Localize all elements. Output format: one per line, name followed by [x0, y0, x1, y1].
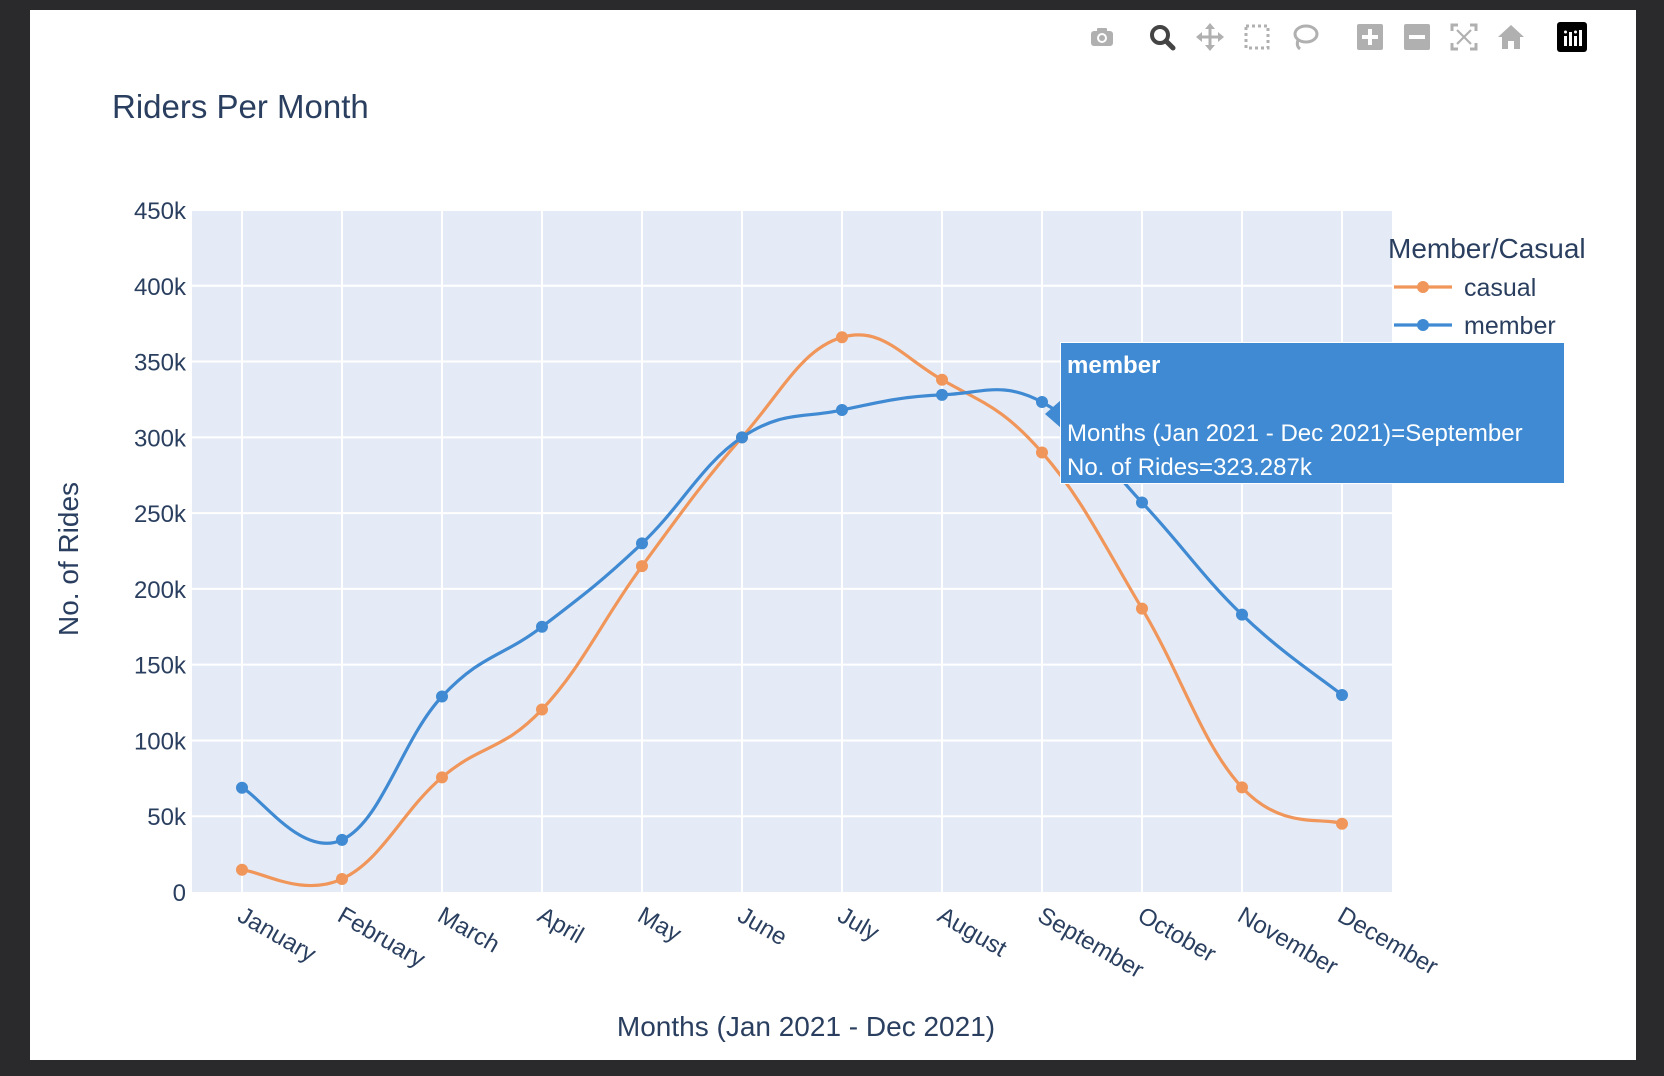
x-tick-label: July: [833, 902, 883, 947]
data-point-casual[interactable]: [636, 560, 648, 573]
tooltip-month: Months (Jan 2021 - Dec 2021)=September: [1067, 420, 1523, 447]
tooltip-box: member Months (Jan 2021 - Dec 2021)=Sept…: [1060, 342, 1565, 484]
data-point-casual[interactable]: [336, 872, 348, 885]
data-point-casual[interactable]: [236, 863, 248, 876]
data-point-casual[interactable]: [1236, 781, 1248, 794]
data-point-member[interactable]: [736, 431, 748, 444]
y-tick-label: 50k: [147, 804, 187, 831]
plotly-logo-icon[interactable]: [1555, 20, 1589, 54]
x-tick-label: June: [733, 902, 792, 951]
y-tick-label: 250k: [134, 501, 187, 528]
autoscale-icon[interactable]: [1447, 20, 1481, 54]
legend-marker-member[interactable]: [1417, 319, 1429, 331]
chart-frame: Riders Per Month 0 50k 100k 150k 200k 250k 300k…: [30, 10, 1636, 1060]
data-point-casual[interactable]: [436, 771, 448, 784]
y-tick-label: 200k: [134, 577, 187, 604]
y-tick-label: 450k: [134, 198, 187, 225]
x-tick-label: April: [533, 902, 588, 949]
x-tick-label: October: [1133, 902, 1220, 968]
box-select-icon[interactable]: [1240, 20, 1274, 54]
plot-area: [192, 210, 1392, 892]
data-point-member[interactable]: [236, 781, 248, 794]
legend-marker-casual[interactable]: [1417, 281, 1429, 293]
legend-item-casual[interactable]: casual: [1464, 274, 1536, 302]
legend-item-member[interactable]: member: [1464, 312, 1556, 340]
data-point-casual[interactable]: [836, 331, 848, 344]
y-tick-label: 100k: [134, 728, 187, 755]
data-point-member[interactable]: [1036, 396, 1048, 409]
data-point-casual[interactable]: [1336, 817, 1348, 830]
y-tick-label: 300k: [134, 425, 187, 452]
tooltip-series: member: [1067, 352, 1161, 379]
y-tick-label: 400k: [134, 274, 187, 301]
tooltip-pointer: [1045, 400, 1061, 428]
data-point-member[interactable]: [1136, 496, 1148, 509]
camera-icon[interactable]: [1085, 20, 1119, 54]
data-point-member[interactable]: [336, 833, 348, 846]
y-tick-label: 150k: [134, 653, 187, 680]
chart-canvas[interactable]: Riders Per Month 0 50k 100k 150k 200k 250k 300k…: [30, 10, 1636, 1060]
data-point-casual[interactable]: [536, 703, 548, 716]
zoom-in-icon[interactable]: [1353, 20, 1387, 54]
lasso-select-icon[interactable]: [1288, 20, 1322, 54]
data-point-member[interactable]: [1336, 688, 1348, 701]
zoom-icon[interactable]: [1145, 20, 1179, 54]
x-tick-label: March: [433, 902, 504, 959]
data-point-casual[interactable]: [1036, 446, 1048, 459]
legend-title: Member/Casual: [1388, 233, 1586, 264]
data-point-casual[interactable]: [1136, 602, 1148, 615]
x-tick-label: November: [1233, 902, 1342, 981]
x-tick-label: December: [1333, 902, 1442, 981]
x-tick-label: February: [333, 902, 430, 973]
data-point-member[interactable]: [1236, 608, 1248, 621]
legend: Member/Casual casual member: [1388, 233, 1586, 340]
series-line-member[interactable]: [241, 388, 1344, 845]
x-tick-label: January: [233, 902, 320, 968]
x-tick-label: August: [933, 902, 1011, 963]
y-tick-label: 0: [173, 880, 186, 907]
data-point-member[interactable]: [536, 620, 548, 633]
data-point-member[interactable]: [436, 690, 448, 703]
x-tick-label: May: [633, 902, 686, 948]
data-point-member[interactable]: [836, 404, 848, 417]
y-tick-label: 350k: [134, 350, 187, 377]
reset-axes-icon[interactable]: [1494, 20, 1528, 54]
x-tick-label: September: [1033, 902, 1148, 984]
x-axis-title: Months (Jan 2021 - Dec 2021): [617, 1011, 995, 1042]
y-axis-title: No. of Rides: [53, 482, 84, 636]
data-point-casual[interactable]: [936, 373, 948, 386]
chart-title: Riders Per Month: [112, 88, 369, 125]
data-point-member[interactable]: [636, 537, 648, 550]
modebar: [1085, 12, 1645, 56]
zoom-out-icon[interactable]: [1400, 20, 1434, 54]
pan-icon[interactable]: [1193, 20, 1227, 54]
tooltip-value: No. of Rides=323.287k: [1067, 454, 1312, 481]
data-point-member[interactable]: [936, 388, 948, 401]
